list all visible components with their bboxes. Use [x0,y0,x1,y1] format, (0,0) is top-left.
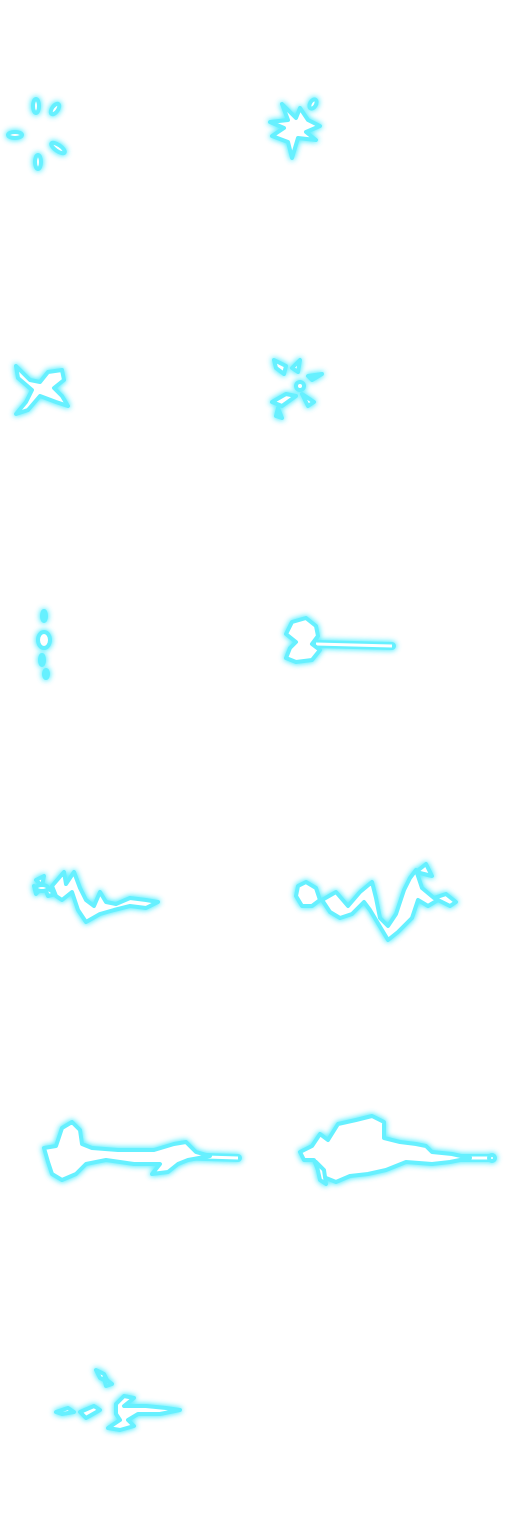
frame-6 [256,512,512,768]
electric-bolt-dissipate-icon [54,1368,182,1432]
electric-bolt-start-icon [284,616,396,664]
electric-bolt-full-icon [42,1120,242,1182]
electric-arc-large-icon [294,862,458,942]
electric-spark-fragments-icon [6,97,67,171]
electric-dot-icon [36,609,52,680]
frame-2 [256,0,512,256]
frame-8 [256,768,512,1024]
frame-5 [0,512,256,768]
electric-spark-star-icon [268,97,322,160]
electric-arc-small-icon [32,870,160,924]
frame-3 [0,256,256,512]
frame-4 [256,256,512,512]
electric-spark-fade-icon [270,358,324,420]
frame-11 [0,1280,256,1536]
electric-spark-fork-icon [14,364,70,416]
frame-9 [0,1024,256,1280]
frame-7 [0,768,256,1024]
frame-10 [256,1024,512,1280]
electric-bolt-trail-icon [298,1114,497,1186]
frame-1 [0,0,256,256]
